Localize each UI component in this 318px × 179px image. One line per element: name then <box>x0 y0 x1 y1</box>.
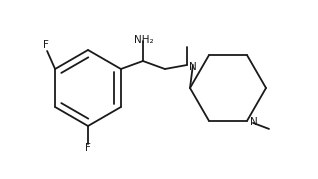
Text: N: N <box>250 117 258 127</box>
Text: N: N <box>189 62 197 72</box>
Text: F: F <box>85 143 91 153</box>
Text: NH₂: NH₂ <box>134 35 154 45</box>
Text: F: F <box>43 40 49 50</box>
